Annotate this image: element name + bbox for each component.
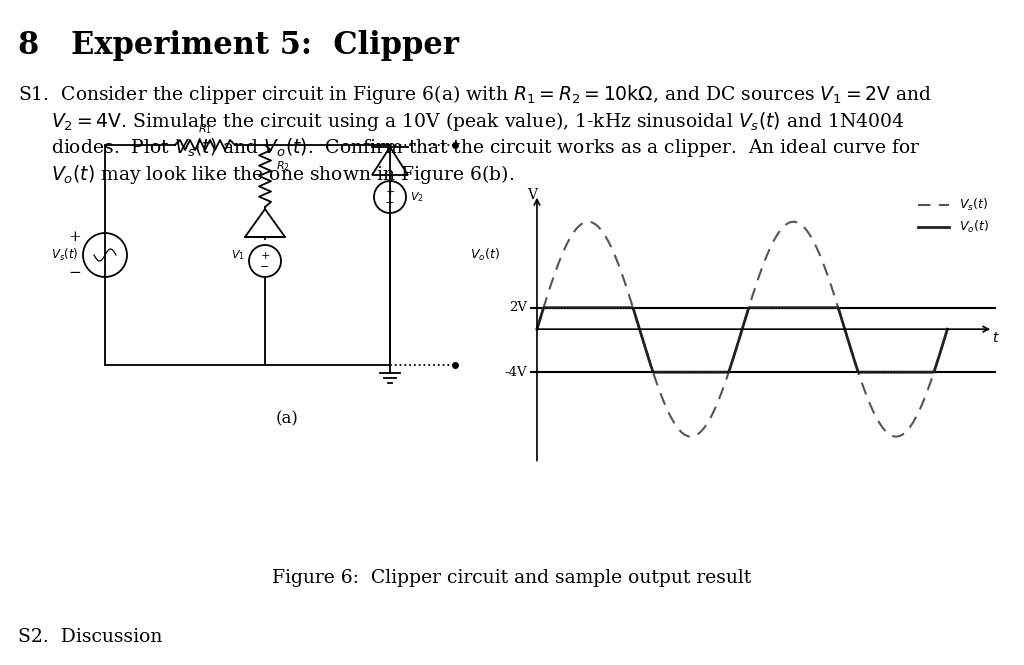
Legend: $V_s(t)$, $V_o(t)$: $V_s(t)$, $V_o(t)$	[912, 192, 994, 241]
Text: $V_s(t)$: $V_s(t)$	[50, 247, 78, 263]
Text: S1.  Consider the clipper circuit in Figure 6(a) with $R_1 = R_2 = 10\mathrm{k}\: S1. Consider the clipper circuit in Figu…	[18, 83, 932, 106]
Text: −: −	[385, 198, 394, 208]
Text: $V_2$: $V_2$	[410, 190, 424, 204]
Text: $R_2$: $R_2$	[276, 159, 290, 173]
Text: +: +	[260, 251, 269, 261]
Text: V: V	[527, 188, 537, 202]
Text: (b): (b)	[723, 407, 746, 424]
Text: −: −	[260, 262, 269, 272]
Text: diodes.  Plot $V_s(t)$ and $V_o(t)$.  Confirm that the circuit works as a clippe: diodes. Plot $V_s(t)$ and $V_o(t)$. Conf…	[51, 136, 921, 160]
Text: -4V: -4V	[505, 366, 527, 378]
Text: Figure 6:  Clipper circuit and sample output result: Figure 6: Clipper circuit and sample out…	[272, 569, 752, 587]
Text: $V_o(t)$ may look like the one shown in Figure 6(b).: $V_o(t)$ may look like the one shown in …	[51, 163, 514, 186]
Text: 8   Experiment 5:  Clipper: 8 Experiment 5: Clipper	[18, 30, 460, 61]
Text: +: +	[69, 230, 81, 244]
Text: −: −	[69, 266, 81, 280]
Text: S2.  Discussion: S2. Discussion	[18, 628, 163, 646]
Text: $V_o(t)$: $V_o(t)$	[470, 247, 500, 263]
Text: (a): (a)	[276, 410, 299, 427]
Text: $R_1$: $R_1$	[198, 122, 212, 136]
Text: 2V: 2V	[509, 301, 527, 314]
Text: +: +	[385, 187, 394, 197]
Text: $t$: $t$	[992, 331, 1000, 344]
Text: $V_1$: $V_1$	[231, 248, 245, 262]
Text: $V_2 = 4\mathrm{V}$. Simulate the circuit using a 10V (peak value), 1-kHz sinuso: $V_2 = 4\mathrm{V}$. Simulate the circui…	[51, 110, 905, 133]
